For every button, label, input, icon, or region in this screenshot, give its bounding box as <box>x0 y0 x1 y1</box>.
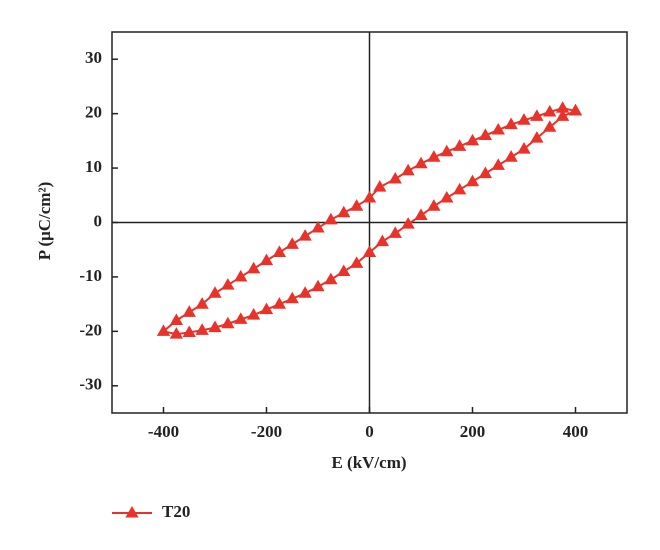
data-point <box>427 150 441 162</box>
data-point <box>543 105 557 117</box>
data-point <box>465 133 480 146</box>
data-point <box>568 103 583 116</box>
data-point <box>246 308 261 320</box>
y-tick-label: 30 <box>85 48 102 67</box>
data-point <box>311 220 325 233</box>
data-point <box>504 117 518 130</box>
x-tick-label: -400 <box>148 422 179 441</box>
data-point <box>208 320 222 333</box>
data-point <box>182 325 196 337</box>
data-point <box>234 312 248 324</box>
data-point <box>530 109 544 121</box>
data-point <box>208 286 222 298</box>
data-point <box>401 163 415 176</box>
legend-label: T20 <box>162 502 190 521</box>
data-point <box>156 324 171 336</box>
data-point <box>169 327 184 339</box>
y-tick-label: 10 <box>85 157 102 176</box>
data-point <box>401 217 415 229</box>
data-point <box>414 208 428 220</box>
x-tick-label: 400 <box>563 422 589 441</box>
data-point <box>452 139 467 151</box>
data-point <box>517 113 531 125</box>
legend-marker <box>125 506 139 518</box>
data-point <box>388 171 402 184</box>
y-tick-label: 0 <box>94 211 103 230</box>
data-point <box>298 229 312 241</box>
data-point <box>337 264 351 277</box>
data-point <box>388 226 402 238</box>
data-point <box>337 205 351 218</box>
data-point <box>272 245 287 257</box>
y-tick-label: -10 <box>79 266 102 285</box>
data-point <box>349 199 364 211</box>
x-axis-label: E (kV/cm) <box>331 453 406 472</box>
data-point <box>272 297 287 309</box>
data-point <box>555 101 570 113</box>
data-point <box>517 142 531 154</box>
data-point <box>259 253 274 266</box>
data-point <box>221 316 235 329</box>
data-point <box>246 261 261 274</box>
data-point <box>555 109 570 121</box>
data-point <box>478 128 493 140</box>
data-point <box>414 156 428 169</box>
x-tick-label: 0 <box>365 422 374 441</box>
data-point <box>259 302 274 315</box>
data-point <box>427 199 441 211</box>
data-point <box>221 278 235 290</box>
data-point <box>373 180 387 192</box>
data-point <box>349 256 364 268</box>
x-tick-label: 200 <box>460 422 486 441</box>
data-point <box>440 191 454 203</box>
data-point <box>169 313 184 326</box>
y-tick-label: -30 <box>79 375 102 394</box>
x-tick-label: -200 <box>251 422 282 441</box>
data-point <box>324 272 338 285</box>
data-point <box>543 120 557 132</box>
data-point <box>195 297 209 309</box>
data-point <box>182 305 196 317</box>
data-point <box>440 144 454 157</box>
y-tick-label: -20 <box>79 320 102 339</box>
data-point <box>362 245 377 257</box>
data-point <box>285 291 299 304</box>
data-point <box>311 279 325 292</box>
data-point <box>504 150 518 162</box>
data-point <box>465 174 480 187</box>
data-point <box>375 234 390 247</box>
data-point <box>491 122 505 135</box>
data-point <box>362 191 377 203</box>
y-tick-label: 20 <box>85 103 102 122</box>
data-point <box>298 286 312 298</box>
data-point <box>285 237 299 249</box>
data-point <box>234 269 248 282</box>
data-point <box>452 182 467 195</box>
y-axis-label: P (μC/cm²) <box>35 182 54 260</box>
data-point <box>530 131 544 143</box>
data-point <box>195 323 209 335</box>
data-point <box>478 166 493 179</box>
data-point <box>491 158 505 170</box>
data-point <box>324 212 338 225</box>
